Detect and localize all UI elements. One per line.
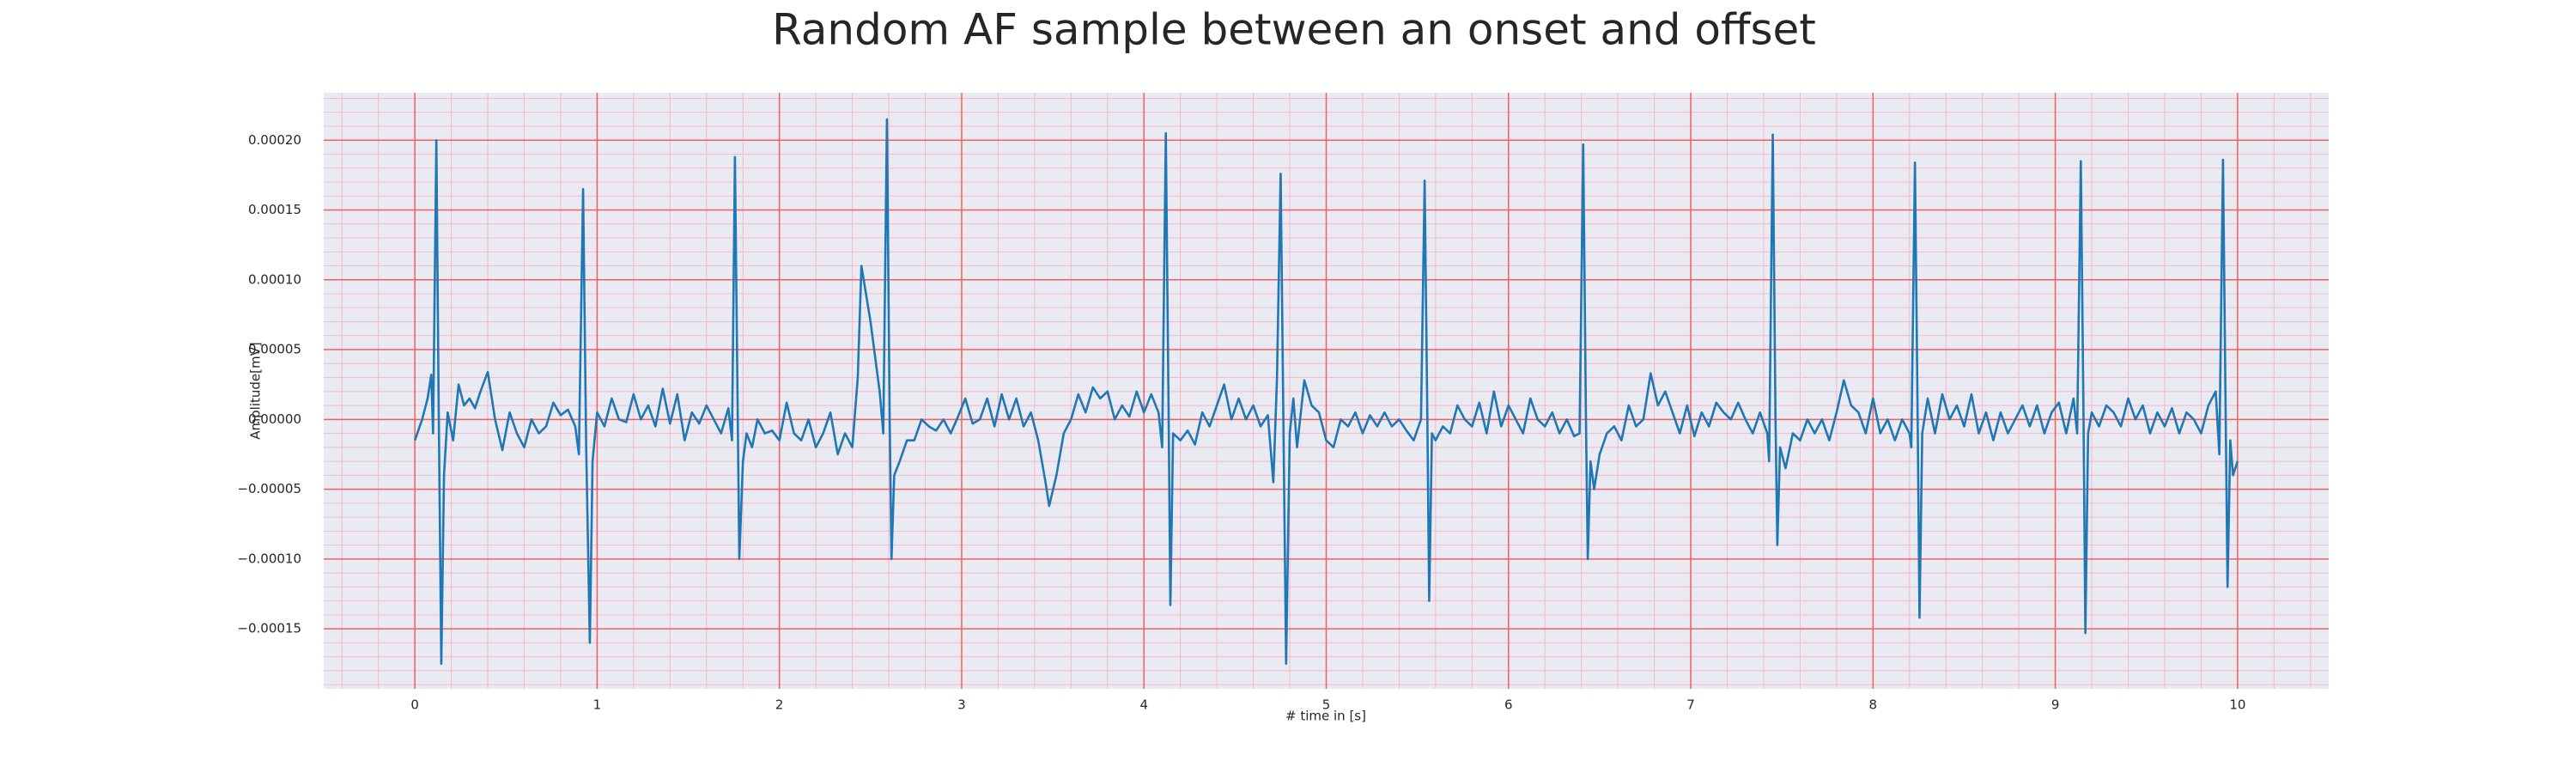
y-tick-label: 0.00015 bbox=[248, 202, 301, 217]
x-tick-label: 5 bbox=[1322, 697, 1331, 713]
y-axis-label: Amplitude[mV] bbox=[248, 342, 264, 439]
y-tick-label: 0.00000 bbox=[248, 411, 301, 427]
y-tick-label: −0.00005 bbox=[237, 481, 301, 496]
y-tick-label: 0.00010 bbox=[248, 271, 301, 287]
chart-title: Random AF sample between an onset and of… bbox=[772, 5, 1816, 55]
x-tick-label: 9 bbox=[2051, 697, 2060, 713]
x-tick-label: 4 bbox=[1139, 697, 1148, 713]
x-tick-label: 7 bbox=[1686, 697, 1695, 713]
x-axis-label: # time in [s] bbox=[1285, 709, 1366, 724]
x-tick-label: 3 bbox=[957, 697, 966, 713]
x-tick-label: 1 bbox=[593, 697, 602, 713]
x-tick-label: 0 bbox=[410, 697, 419, 713]
y-tick-label: −0.00015 bbox=[237, 621, 301, 636]
y-tick-label: 0.00020 bbox=[248, 132, 301, 148]
x-tick-label: 6 bbox=[1504, 697, 1513, 713]
signal-line bbox=[413, 118, 2239, 666]
y-tick-label: 0.00005 bbox=[248, 342, 301, 357]
x-tick-label: 2 bbox=[775, 697, 784, 713]
y-tick-label: −0.00010 bbox=[237, 551, 301, 566]
x-tick-label: 10 bbox=[2229, 697, 2245, 713]
x-tick-label: 8 bbox=[1869, 697, 1878, 713]
